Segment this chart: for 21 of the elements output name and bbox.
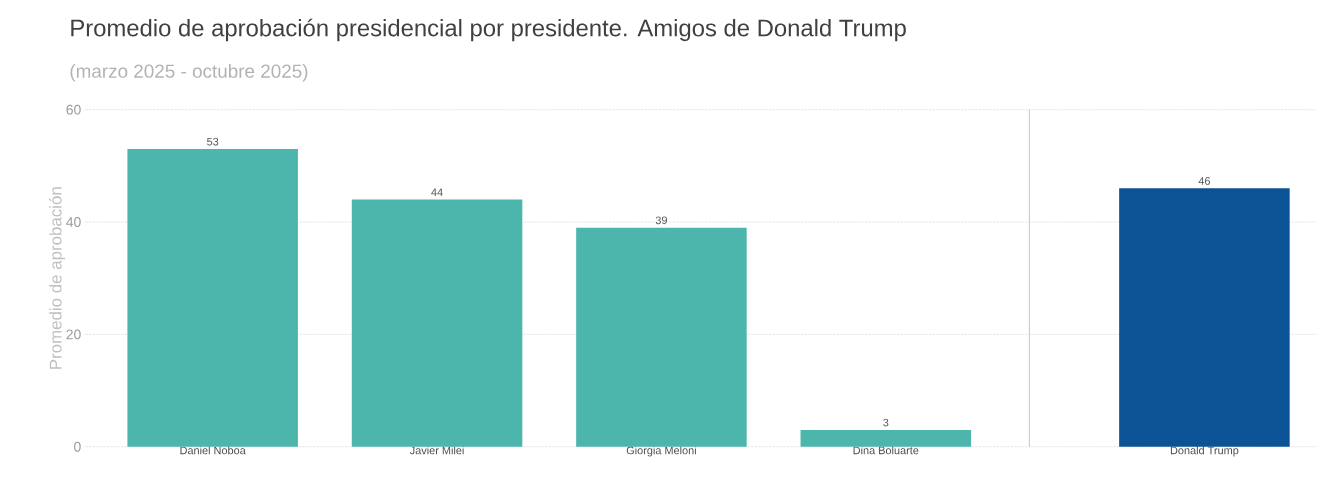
bar	[576, 227, 747, 447]
data-label: 39	[655, 216, 667, 225]
bar	[127, 149, 298, 447]
data-label: 44	[431, 188, 443, 197]
y-tick-label: 20	[66, 329, 81, 340]
chart-subtitle: (marzo 2025 - octubre 2025)	[70, 64, 308, 82]
y-tick-label: 40	[66, 217, 81, 228]
data-label: 3	[883, 418, 889, 427]
x-tick-label: Daniel Noboa	[180, 446, 246, 455]
bar	[351, 199, 523, 447]
chart-title: Promedio de aprobación presidencial por presidente. Amigos de Donald Trump	[71, 18, 906, 42]
x-tick-label: Dina Boluarte	[853, 446, 919, 455]
x-tick-label: Javier Milei	[409, 446, 464, 455]
y-tick-label: 60	[66, 104, 81, 115]
data-label: 53	[207, 137, 219, 146]
y-axis-title: Promedio de aprobación	[49, 187, 65, 370]
data-label: 46	[1198, 177, 1211, 185]
bar	[800, 430, 972, 447]
x-tick-label: Donald Trump	[1170, 446, 1239, 457]
x-tick-label: Giorgia Meloni	[626, 446, 696, 457]
y-tick-label: 0	[74, 441, 81, 452]
